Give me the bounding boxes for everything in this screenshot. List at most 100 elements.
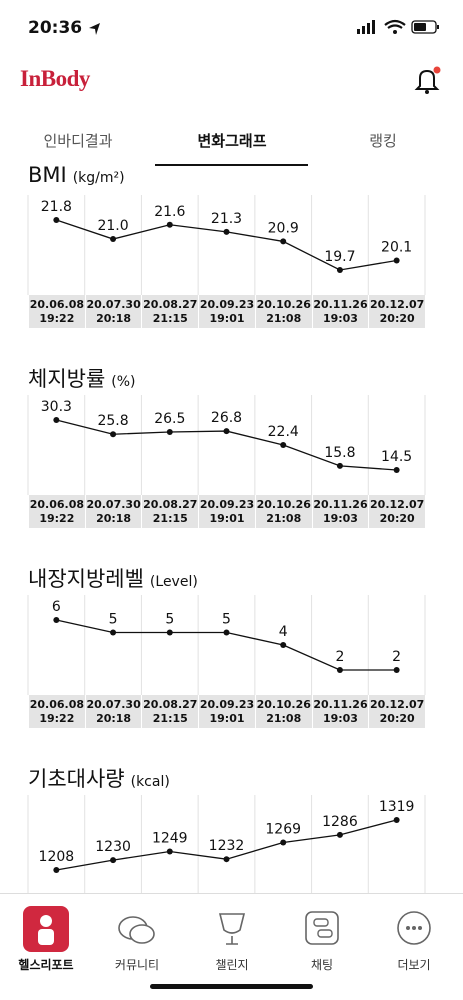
title-text: 내장지방레벨: [28, 567, 144, 591]
x-tick-label: 20.12.07 20:20: [368, 295, 425, 328]
line: [56, 619, 397, 671]
point: [166, 629, 173, 636]
x-tick-label: 20.06.08 19:22: [28, 695, 85, 728]
nav-label[interactable]: 챌린지: [215, 958, 249, 972]
nav-label[interactable]: 커뮤니티: [114, 958, 160, 972]
value-label: 1286: [322, 814, 358, 830]
x-tick-label: 20.07.30 20:18: [84, 695, 142, 728]
nav-label[interactable]: 채팅: [310, 958, 334, 972]
unit-text: (kg/m²): [72, 170, 125, 186]
logo: InBody: [20, 66, 90, 91]
x-tick-label: 20.08.27 21:15: [141, 495, 198, 528]
nav-label[interactable]: 헬스리포트: [18, 958, 74, 972]
point: [53, 867, 60, 873]
point: [336, 831, 343, 838]
x-tick-label: 20.11.26 19:03: [311, 295, 369, 328]
point: [223, 856, 230, 863]
value-label: 6: [52, 599, 61, 615]
title-text: BMI: [28, 163, 67, 187]
home-indicator: [150, 984, 313, 989]
unit-text: (Level): [149, 574, 198, 590]
point: [110, 431, 117, 438]
tab[interactable]: 랭킹: [369, 132, 397, 150]
chart: 기초대사량 (kcal) 1208 1230 1249 1232 1269 1286 1319: [0, 763, 463, 933]
value-label: 5: [109, 612, 118, 628]
x-tick-label: 20.10.26 21:08: [254, 695, 312, 728]
chart-title: 기초대사량 (kcal): [28, 763, 170, 793]
point: [280, 642, 287, 648]
notification-bell[interactable]: [414, 64, 444, 96]
title-text: 기초대사량: [28, 767, 125, 791]
plot: 30.3 25.8 26.5 26.8 22.4 15.8 14.5: [27, 395, 426, 495]
value-label: 2: [392, 649, 401, 665]
point: [53, 617, 60, 623]
chart: 체지방률 (%) 30.3 25.8 26.5 26.8 22.4 15.8 14.5 20.06…: [0, 363, 463, 533]
x-tick-label: 20.09.23 19:01: [198, 695, 255, 728]
tab[interactable]: 인바디결과: [43, 132, 113, 150]
point: [110, 236, 117, 243]
unit-text: (kcal): [130, 774, 170, 790]
value-label: 1249: [152, 831, 188, 847]
point: [393, 667, 400, 673]
date-band: 20.06.08 19:22 20.07.30 20:18 20.08.27 21:…: [28, 295, 425, 328]
value-label: 19.7: [324, 249, 355, 265]
point: [393, 257, 400, 264]
x-tick-label: 20.08.27 21:15: [141, 295, 198, 328]
point: [393, 817, 400, 823]
unit-text: (%): [111, 374, 136, 390]
value-label: 1269: [265, 822, 301, 838]
x-tick-label: 20.12.07 20:20: [368, 495, 425, 528]
value-label: 22.4: [268, 424, 299, 440]
chart: 내장지방레벨 (Level) 6 5 5 5 4 2 2 20.06.08 19:22 20.07.…: [0, 563, 463, 733]
x-tick-label: 20.10.26 21:08: [254, 295, 312, 328]
point: [110, 857, 117, 864]
point: [166, 221, 173, 228]
chart-title: 체지방률 (%): [28, 363, 136, 393]
x-tick-label: 20.08.27 21:15: [141, 695, 198, 728]
point: [110, 629, 117, 636]
value-label: 21.6: [154, 204, 185, 220]
point: [166, 848, 173, 855]
x-tick-label: 20.10.26 21:08: [254, 495, 312, 528]
value-label: 25.8: [97, 413, 128, 429]
point: [223, 228, 230, 235]
date-band: 20.06.08 19:22 20.07.30 20:18 20.08.27 21:…: [28, 695, 425, 728]
tab-indicator: [155, 164, 308, 166]
point: [393, 467, 400, 473]
point: [280, 839, 287, 846]
value-label: 5: [222, 612, 231, 628]
point: [166, 429, 173, 436]
status-time: 20:36: [28, 18, 83, 38]
point: [223, 629, 230, 636]
title-text: 체지방률: [28, 367, 106, 391]
status-icons: [357, 19, 439, 34]
value-label: 21.3: [211, 211, 242, 227]
value-label: 21.0: [97, 218, 128, 234]
plot: 1208 1230 1249 1232 1269 1286 1319: [27, 795, 426, 895]
location-icon: [89, 23, 100, 35]
point: [336, 667, 343, 673]
value-label: 1232: [209, 838, 245, 854]
value-label: 30.3: [41, 399, 72, 415]
value-label: 20.1: [381, 239, 412, 255]
value-label: 1230: [95, 839, 131, 855]
x-tick-label: 20.09.23 19:01: [198, 295, 255, 328]
nav-label[interactable]: 더보기: [397, 958, 431, 972]
value-label: 26.5: [154, 411, 185, 427]
chart: BMI (kg/m²) 21.8 21.0 21.6 21.3 20.9 19.7 20.1 20…: [0, 163, 463, 333]
value-label: 5: [165, 612, 174, 628]
x-tick-label: 20.11.26 19:03: [311, 495, 369, 528]
chart-title: BMI (kg/m²): [28, 163, 125, 187]
value-label: 20.9: [268, 220, 299, 236]
tab[interactable]: 변화그래프: [197, 132, 267, 150]
value-label: 1319: [379, 799, 415, 815]
point: [53, 217, 60, 223]
x-tick-label: 20.12.07 20:20: [368, 695, 425, 728]
point: [336, 462, 343, 469]
x-tick-label: 20.07.30 20:18: [84, 295, 142, 328]
bottom-nav: 헬스리포트 커뮤니티 챌린지 채팅 더보기: [0, 893, 463, 1000]
nav-icons: [23, 906, 431, 952]
x-tick-label: 20.06.08 19:22: [28, 295, 85, 328]
